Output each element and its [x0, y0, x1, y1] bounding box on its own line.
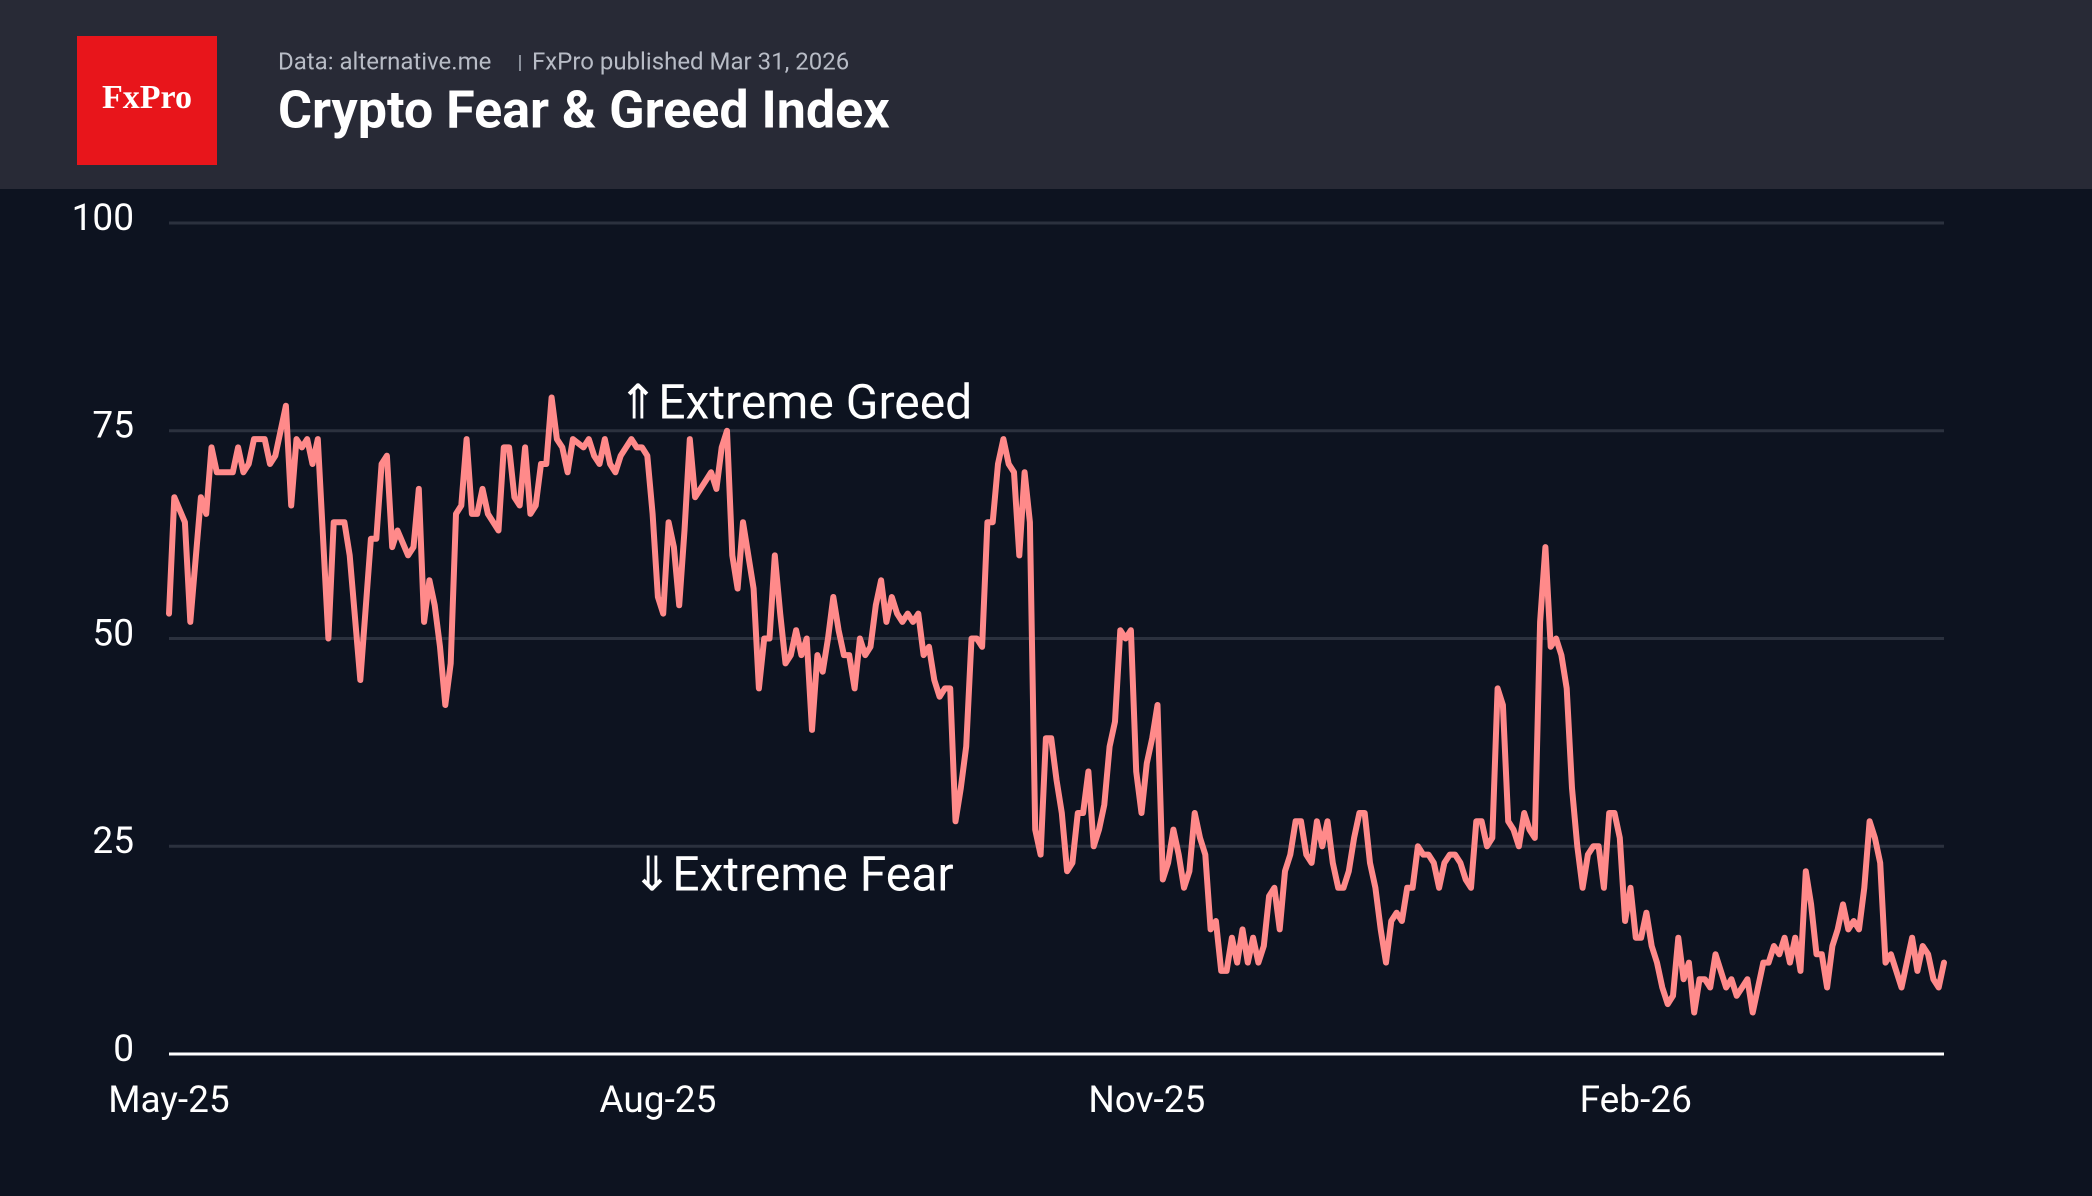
annotation: ⇑Extreme Greed	[618, 374, 972, 431]
annotation: ⇓Extreme Fear	[632, 846, 954, 903]
y-tick-label: 75	[92, 405, 134, 448]
x-tick-label: May-25	[108, 1079, 229, 1122]
x-tick-label: Aug-25	[599, 1079, 716, 1122]
published: FxPro published Mar 31, 2026	[532, 47, 849, 75]
y-tick-label: 50	[92, 612, 134, 655]
header-band	[0, 0, 2092, 189]
x-tick-label: Nov-25	[1088, 1079, 1205, 1122]
source: Data: alternative.me	[278, 47, 491, 75]
y-tick-label: 100	[72, 197, 134, 240]
line	[166, 394, 1947, 1016]
logo: FxPro	[102, 79, 192, 116]
y-tick-label: 25	[92, 820, 134, 863]
y-tick-label: 0	[113, 1028, 134, 1071]
logo-box	[77, 36, 217, 165]
x-tick-label: Feb-26	[1580, 1079, 1692, 1122]
chart-title: Crypto Fear & Greed Index	[278, 80, 890, 141]
